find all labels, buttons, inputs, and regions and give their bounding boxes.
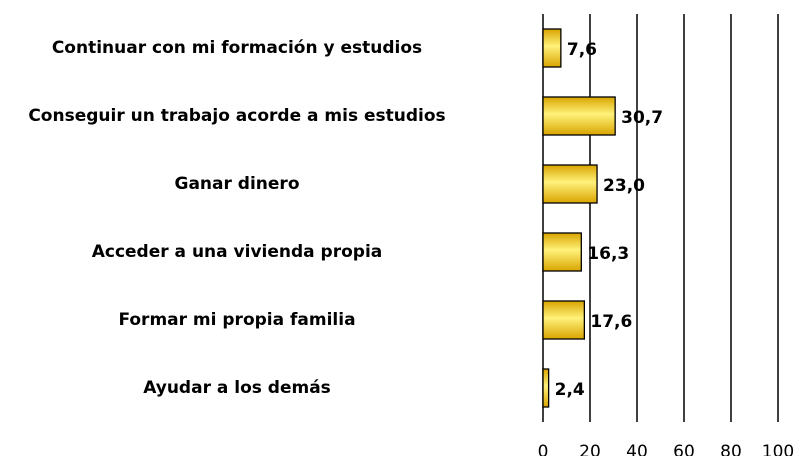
bar [542,96,616,136]
bar [542,164,598,204]
x-tick-label: 20 [579,442,601,456]
bar [542,28,562,68]
category-label: Conseguir un trabajo acorde a mis estudi… [28,106,445,126]
data-label: 30,7 [621,108,663,128]
data-label: 17,6 [590,312,632,332]
x-tick-label: 100 [762,442,794,456]
bar [542,232,582,272]
bar [542,368,550,408]
data-label: 16,3 [587,244,629,264]
category-label: Acceder a una vivienda propia [92,242,383,262]
data-label: 23,0 [603,176,645,196]
x-tick-label: 80 [720,442,742,456]
data-label: 2,4 [555,380,585,400]
x-tick-label: 40 [626,442,648,456]
data-label: 7,6 [567,40,597,60]
category-label: Formar mi propia familia [118,310,355,330]
category-label: Continuar con mi formación y estudios [52,38,422,58]
category-label: Ganar dinero [175,174,300,194]
category-label: Ayudar a los demás [143,378,331,398]
x-tick-label: 60 [673,442,695,456]
x-tick-label: 0 [538,442,549,456]
bar [542,300,586,340]
